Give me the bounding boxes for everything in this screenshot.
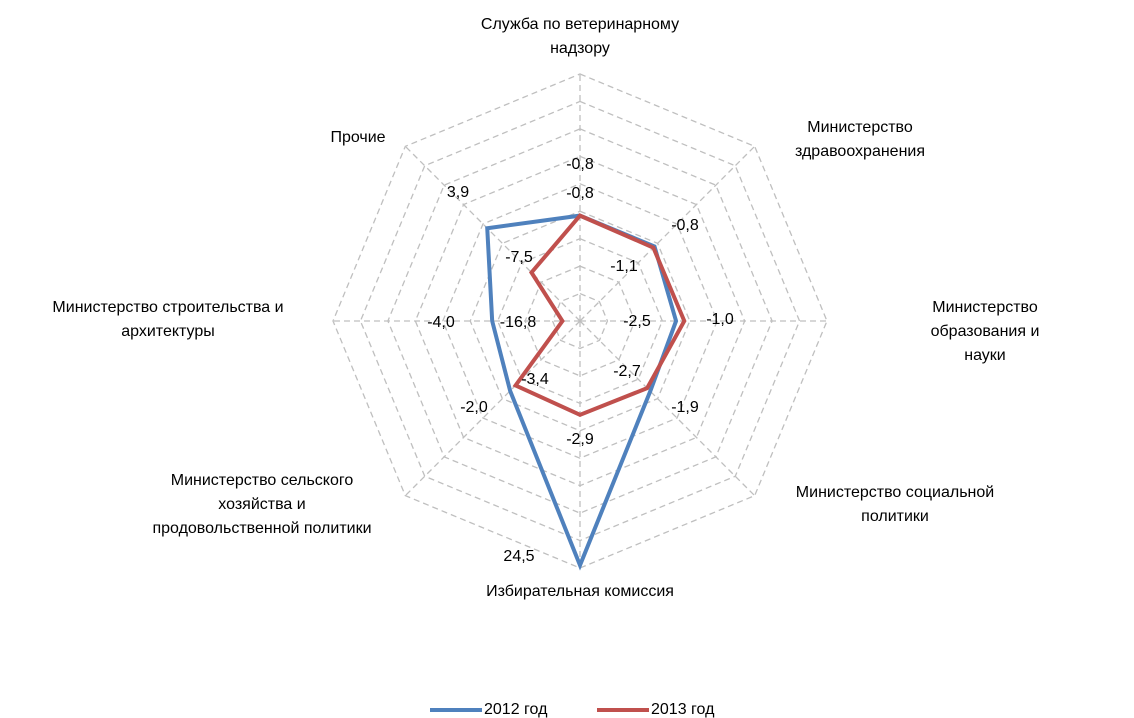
data-label: -4,0	[427, 314, 455, 331]
legend-label: 2013 год	[651, 701, 715, 718]
data-label: -1,0	[706, 311, 734, 328]
data-label: -0,8	[566, 156, 594, 173]
grid-ring	[442, 183, 718, 459]
data-label: -0,8	[671, 217, 699, 234]
axis-spoke	[404, 320, 581, 497]
data-label: -3,4	[521, 371, 549, 388]
data-label: -2,5	[623, 313, 651, 330]
category-label: Министерство строительства и архитектуры	[52, 299, 284, 340]
grid-ring	[551, 292, 609, 350]
category-label: Прочие	[330, 129, 386, 146]
data-label: 3,9	[447, 184, 469, 201]
data-label: -2,7	[613, 363, 641, 380]
data-label: -1,1	[610, 258, 638, 275]
axis-spoke	[579, 320, 756, 497]
data-label: -7,5	[505, 249, 533, 266]
category-label: Министерство образования и науки	[930, 299, 1040, 364]
series-line	[512, 213, 687, 418]
grid-ring	[332, 73, 828, 569]
category-label: Министерство сельского хозяйства и продо…	[152, 472, 372, 537]
legend-label: 2012 год	[484, 701, 548, 718]
axis-spoke	[579, 145, 756, 322]
category-label: Министерство здравоохранения	[794, 119, 926, 160]
series-line	[485, 213, 679, 571]
data-label: 24,5	[503, 548, 534, 565]
data-label: -2,0	[460, 399, 488, 416]
category-label: Министерство социальной политики	[795, 484, 995, 525]
data-label: -2,9	[566, 431, 594, 448]
axis-spoke	[404, 145, 581, 322]
grid-ring	[524, 265, 636, 377]
grid-ring	[469, 210, 691, 432]
data-label: -16,8	[500, 314, 537, 331]
grid-ring	[359, 100, 801, 542]
category-label: Служба по ветеринарному надзору	[480, 16, 680, 57]
grid-ring	[387, 128, 773, 514]
data-label: -0,8	[566, 185, 594, 202]
category-label: Избирательная комиссия	[486, 583, 674, 600]
data-label: -1,9	[671, 399, 699, 416]
